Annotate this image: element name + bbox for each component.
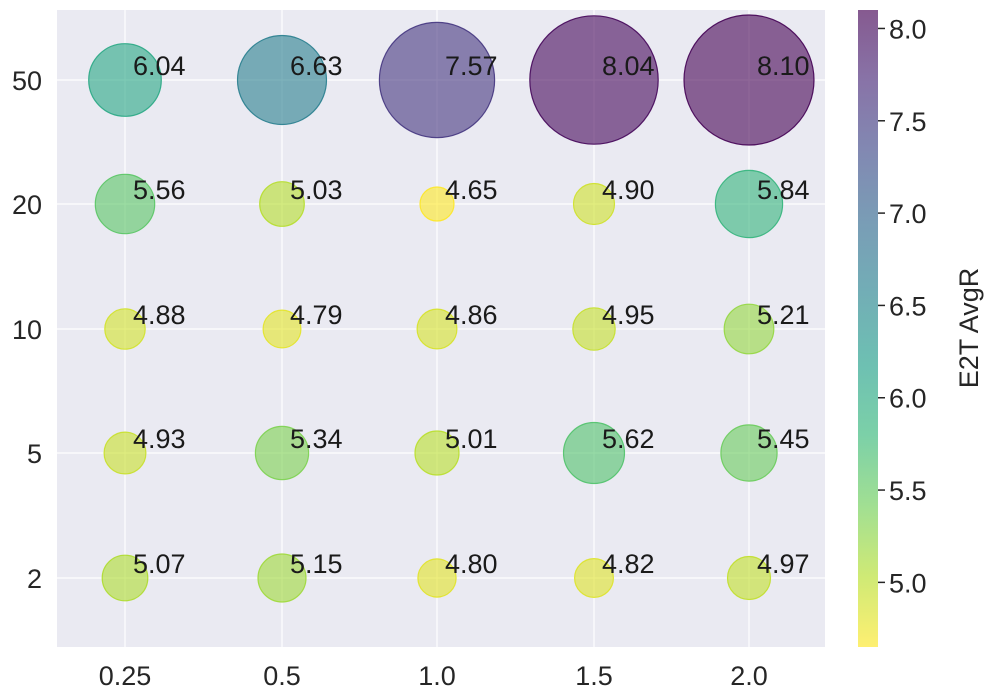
y-tick-label: 20 [12, 190, 42, 220]
bubble-x0.25-y10 [104, 308, 146, 350]
data-label-x0.5-y20: 5.03 [290, 175, 343, 205]
bubble-x0.25-y2 [101, 554, 149, 602]
data-label-x0.5-y50: 6.63 [290, 51, 343, 81]
y-tick-label: 50 [12, 66, 42, 96]
bubble-x2.0-y50 [683, 14, 815, 146]
data-label-x1.0-y20: 4.65 [445, 175, 498, 205]
colorbar-tick-label: 8.0 [889, 14, 927, 44]
colorbar-tick-label: 6.0 [889, 384, 927, 414]
x-axis-ticks: 0.25 0.5 1.0 1.5 2.0 [99, 661, 768, 691]
bubble-x0.5-y2 [257, 553, 307, 603]
y-tick-label: 2 [27, 564, 42, 594]
colorbar-tick-label: 5.0 [889, 568, 927, 598]
bubble-x0.5-y5 [254, 425, 310, 481]
data-label-x1.0-y50: 7.57 [445, 51, 498, 81]
data-label-x1.0-y2: 4.80 [445, 549, 498, 579]
y-tick-label: 10 [12, 315, 42, 345]
bubble-x1.0-y2 [417, 558, 457, 598]
bubble-x2.0-y10 [723, 303, 775, 355]
colorbar: 5.0 5.5 6.0 6.5 7.0 7.5 8.0 E2T AvgR [858, 10, 984, 647]
x-tick-label: 0.5 [263, 661, 301, 691]
y-tick-label: 5 [27, 439, 42, 469]
bubble-x1.5-y5 [562, 421, 626, 485]
data-label-x2.0-y20: 5.84 [757, 175, 810, 205]
data-label-x1.5-y20: 4.90 [602, 175, 655, 205]
data-label-x1.5-y5: 5.62 [602, 424, 655, 454]
data-label-x0.25-y50: 6.04 [133, 51, 186, 81]
x-tick-label: 2.0 [730, 661, 768, 691]
data-label-x0.25-y5: 4.93 [133, 424, 186, 454]
x-tick-label: 0.25 [99, 661, 152, 691]
data-label-x0.25-y20: 5.56 [133, 175, 186, 205]
data-label-x2.0-y50: 8.10 [757, 51, 810, 81]
bubble-x2.0-y2 [726, 555, 772, 601]
bubble-x1.0-y50 [378, 21, 496, 139]
bubble-x1.5-y20 [572, 182, 616, 226]
data-label-x0.25-y2: 5.07 [133, 549, 186, 579]
bubble-x2.0-y5 [720, 424, 778, 482]
colorbar-tick-label: 7.5 [889, 107, 927, 137]
bubble-x1.0-y20 [419, 186, 455, 222]
x-tick-label: 1.0 [418, 661, 456, 691]
colorbar-tick-label: 5.5 [889, 476, 927, 506]
data-labels: 6.04 6.63 7.57 8.04 8.10 5.56 5.03 4.65 4.90 5.84… [133, 51, 810, 579]
colorbar-tick-label: 6.5 [889, 291, 927, 321]
data-label-x1.5-y50: 8.04 [602, 51, 655, 81]
colorbar-ticks: 5.0 5.5 6.0 6.5 7.0 7.5 8.0 [878, 14, 927, 598]
bubble-x0.25-y20 [94, 173, 156, 235]
bubble-x1.5-y10 [572, 307, 616, 351]
data-label-x1.5-y10: 4.95 [602, 300, 655, 330]
data-label-x0.5-y2: 5.15 [290, 549, 343, 579]
data-label-x1.0-y10: 4.86 [445, 300, 498, 330]
colorbar-gradient [858, 10, 878, 647]
bubble-x0.5-y20 [259, 181, 305, 227]
data-label-x2.0-y5: 5.45 [757, 424, 810, 454]
bubble-x0.5-y50 [236, 34, 328, 126]
data-label-x2.0-y10: 5.21 [757, 300, 810, 330]
data-label-x2.0-y2: 4.97 [757, 549, 810, 579]
bubble-x1.0-y10 [416, 308, 458, 350]
bubble-x1.5-y2 [573, 557, 614, 598]
bubble-x1.0-y5 [414, 430, 460, 476]
data-label-x0.5-y10: 4.79 [290, 300, 343, 330]
data-label-x1.0-y5: 5.01 [445, 424, 498, 454]
data-label-x0.25-y10: 4.88 [133, 300, 186, 330]
bubble-x0.25-y5 [103, 431, 147, 475]
x-tick-label: 1.5 [575, 661, 613, 691]
bubble-x2.0-y20 [714, 169, 784, 239]
bubbles [88, 14, 815, 603]
colorbar-label: E2T AvgR [954, 268, 984, 389]
y-axis-ticks: 2 5 10 20 50 [12, 66, 42, 594]
bubble-x0.25-y50 [88, 43, 162, 117]
data-label-x0.5-y5: 5.34 [290, 424, 343, 454]
bubble-x0.5-y10 [262, 309, 302, 349]
data-label-x1.5-y2: 4.82 [602, 549, 655, 579]
colorbar-tick-label: 7.0 [889, 199, 927, 229]
bubble-x1.5-y50 [529, 15, 659, 145]
